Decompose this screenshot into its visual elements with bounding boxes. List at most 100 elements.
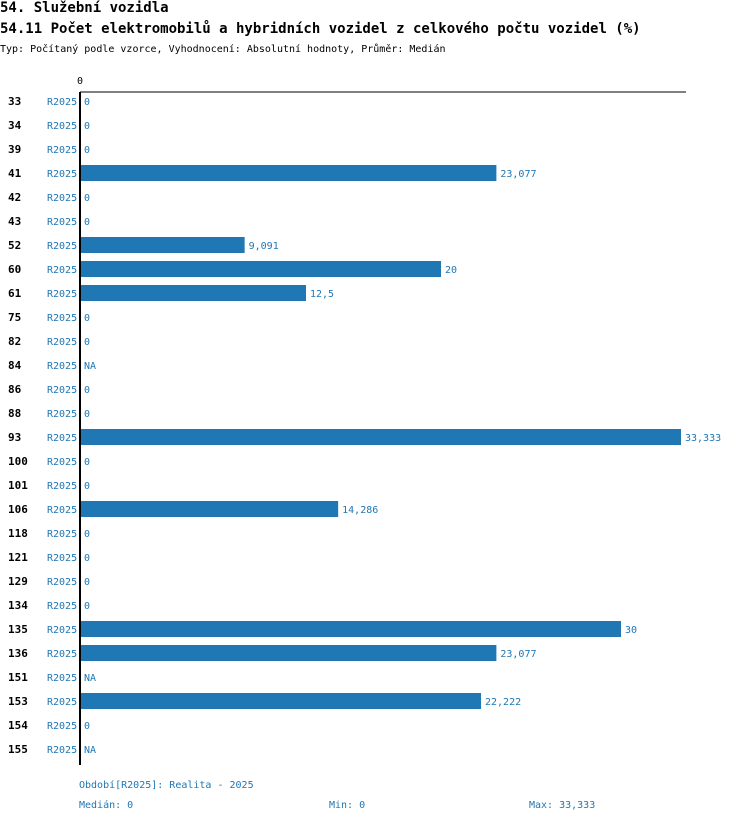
data-label: 0 [84, 385, 90, 396]
period-label: R2025 [47, 145, 77, 156]
data-label: 0 [84, 313, 90, 324]
bar [81, 693, 481, 709]
row-label: 134 [8, 599, 28, 612]
row-label: 86 [8, 383, 22, 396]
period-label: R2025 [47, 577, 77, 588]
period-label: R2025 [47, 121, 77, 132]
period-label: R2025 [47, 385, 77, 396]
row-label: 151 [8, 671, 28, 684]
row-label: 153 [8, 695, 28, 708]
row-label: 101 [8, 479, 28, 492]
row-label: 82 [8, 335, 21, 348]
row-label: 34 [8, 119, 22, 132]
data-label: NA [84, 673, 96, 684]
row-label: 60 [8, 263, 21, 276]
data-label: NA [84, 745, 96, 756]
row-label: 155 [8, 743, 28, 756]
row-label: 33 [8, 95, 21, 108]
row-label: 129 [8, 575, 28, 588]
data-label: 0 [84, 97, 90, 108]
data-label: 0 [84, 193, 90, 204]
period-label: R2025 [47, 433, 77, 444]
period-label: R2025 [47, 673, 77, 684]
data-label: 23,077 [500, 169, 536, 180]
data-label: 0 [84, 553, 90, 564]
period-label: R2025 [47, 649, 77, 660]
data-label: 0 [84, 529, 90, 540]
row-label: 118 [8, 527, 28, 540]
period-label: R2025 [47, 193, 77, 204]
row-label: 136 [8, 647, 28, 660]
period-label: R2025 [47, 337, 77, 348]
row-label: 93 [8, 431, 21, 444]
data-label: NA [84, 361, 96, 372]
data-label: 9,091 [249, 241, 279, 252]
data-label: 20 [445, 265, 457, 276]
bar [81, 429, 681, 445]
period-label: R2025 [47, 529, 77, 540]
bar [81, 621, 622, 637]
period-label: R2025 [47, 313, 77, 324]
median-stat: Medián: 0 [79, 800, 134, 811]
period-label: R2025 [47, 553, 77, 564]
bar [81, 501, 339, 517]
row-label: 154 [8, 719, 28, 732]
bar [81, 261, 442, 277]
data-label: 33,333 [685, 433, 721, 444]
data-label: 0 [84, 409, 90, 420]
row-label: 52 [8, 239, 21, 252]
period-label: R2025 [47, 289, 77, 300]
bar [81, 165, 497, 181]
period-label: R2025 [47, 745, 77, 756]
row-label: 61 [8, 287, 22, 300]
period-label: R2025 [47, 265, 77, 276]
row-label: 84 [8, 359, 22, 372]
section-title: 54. Služební vozidla [0, 0, 169, 16]
row-label: 41 [8, 167, 22, 180]
max-stat: Max: 33,333 [529, 800, 596, 811]
row-label: 135 [8, 623, 28, 636]
row-label: 100 [8, 455, 28, 468]
row-label: 42 [8, 191, 21, 204]
bar [81, 237, 245, 253]
data-label: 0 [84, 145, 90, 156]
row-label: 39 [8, 143, 21, 156]
data-label: 0 [84, 217, 90, 228]
period-label: R2025 [47, 361, 77, 372]
row-label: 88 [8, 407, 21, 420]
data-label: 0 [84, 721, 90, 732]
period-label: R2025 [47, 481, 77, 492]
bar [81, 285, 307, 301]
period-label: R2025 [47, 625, 77, 636]
period-label: R2025 [47, 169, 77, 180]
data-label: 0 [84, 337, 90, 348]
period-label: R2025 [47, 457, 77, 468]
data-label: 22,222 [485, 697, 521, 708]
period-label: R2025 [47, 241, 77, 252]
period-label: R2025 [47, 721, 77, 732]
min-stat: Min: 0 [329, 800, 366, 811]
row-label: 43 [8, 215, 21, 228]
chart-subtitle: Typ: Počítaný podle vzorce, Vyhodnocení:… [0, 44, 446, 55]
period-label: R2025 [47, 505, 77, 516]
period-label: R2025 [47, 409, 77, 420]
data-label: 0 [84, 457, 90, 468]
period-label: R2025 [47, 217, 77, 228]
data-label: 14,286 [342, 505, 378, 516]
data-label: 30 [625, 625, 637, 636]
period-label: R2025 [47, 97, 77, 108]
row-label: 121 [8, 551, 28, 564]
period-label: R2025 [47, 601, 77, 612]
period-label: R2025 [47, 697, 77, 708]
data-label: 0 [84, 481, 90, 492]
period-legend: Období[R2025]: Realita - 2025 [79, 780, 254, 791]
chart-title: 54.11 Počet elektromobilů a hybridních v… [0, 21, 641, 37]
data-label: 12,5 [310, 289, 334, 300]
data-label: 0 [84, 601, 90, 612]
data-label: 0 [84, 121, 90, 132]
bar [81, 645, 497, 661]
row-label: 75 [8, 311, 21, 324]
data-label: 0 [84, 577, 90, 588]
data-label: 23,077 [500, 649, 536, 660]
